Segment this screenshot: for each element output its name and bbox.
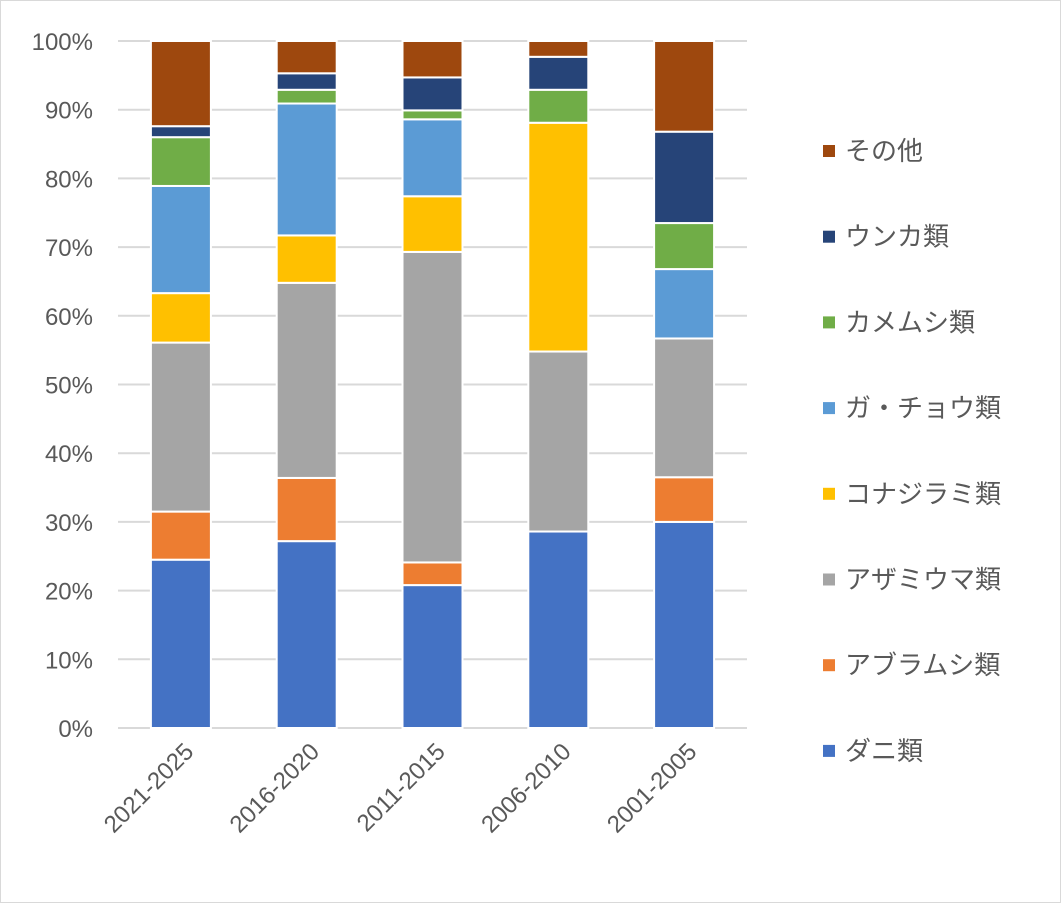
x-tick-label: 2001-2005 xyxy=(602,738,702,838)
bar-segment xyxy=(527,121,590,353)
legend-label: ウンカ類 xyxy=(845,223,949,253)
x-tick-label: 2021-2025 xyxy=(99,738,199,838)
bar-segment xyxy=(149,292,212,344)
x-tick-label: 2016-2020 xyxy=(225,738,325,838)
legend-swatch xyxy=(823,744,835,757)
bar-segment xyxy=(527,88,590,124)
legend-swatch xyxy=(823,573,835,586)
legend-swatch xyxy=(823,402,835,415)
bar-segment xyxy=(275,540,338,729)
bar-segment xyxy=(653,40,716,133)
bar-segment xyxy=(149,510,212,561)
legend-label: アブラムシ類 xyxy=(845,651,1000,681)
bar-segment xyxy=(275,234,338,284)
legend-item: アブラムシ類 xyxy=(823,651,1000,681)
bar-segment xyxy=(401,109,464,121)
bar-segment xyxy=(149,136,212,187)
legend-swatch xyxy=(823,659,835,672)
legend-swatch xyxy=(823,145,835,157)
bar-segment xyxy=(401,40,464,79)
y-tick-label: 80% xyxy=(45,166,93,193)
bar-segment xyxy=(401,584,464,729)
bar-segment xyxy=(149,341,212,513)
legend-label: カメムシ類 xyxy=(845,308,975,338)
legend-item: コナジラミ類 xyxy=(823,480,1001,510)
legend-swatch xyxy=(823,230,835,243)
bar-segment xyxy=(149,558,212,729)
legend-label: ダニ類 xyxy=(845,737,923,767)
y-tick-label: 30% xyxy=(45,510,93,537)
bar-segment xyxy=(527,40,590,58)
x-tick-label: 2006-2010 xyxy=(476,738,576,838)
y-tick-label: 10% xyxy=(45,647,93,674)
bar-segment xyxy=(149,184,212,295)
bar-segment xyxy=(401,195,464,253)
y-tick-label: 40% xyxy=(45,441,93,468)
legend-item: アザミウマ類 xyxy=(823,566,1001,596)
legend-item: カメムシ類 xyxy=(823,308,975,338)
bar-segment xyxy=(653,222,716,271)
bars xyxy=(149,40,716,730)
bar-segment xyxy=(653,130,716,225)
legend-swatch xyxy=(823,316,835,329)
y-tick-label: 100% xyxy=(32,29,93,56)
y-tick-label: 50% xyxy=(45,373,93,400)
bar-segment xyxy=(527,530,590,729)
bar-segment xyxy=(653,268,716,340)
legend-label: その他 xyxy=(845,137,923,167)
bar-segment xyxy=(653,520,716,730)
bar-segment xyxy=(653,476,716,523)
bar-segment xyxy=(401,250,464,564)
legend-label: コナジラミ類 xyxy=(845,480,1001,510)
bar-segment xyxy=(275,72,338,91)
legend-label: ガ・チョウ類 xyxy=(845,394,1001,424)
bar-segment xyxy=(275,476,338,543)
legend-swatch xyxy=(823,487,835,500)
bar-segment xyxy=(401,561,464,587)
legend-item: その他 xyxy=(823,137,923,167)
y-tick-label: 0% xyxy=(58,716,93,743)
bar-segment xyxy=(527,55,590,91)
bar-segment xyxy=(149,125,212,139)
bar-segment xyxy=(653,337,716,479)
x-tick-label: 2011-2015 xyxy=(352,738,451,837)
bar-segment xyxy=(401,118,464,198)
y-tick-label: 70% xyxy=(45,235,93,262)
legend-item: ダニ類 xyxy=(823,737,923,767)
bar-segment xyxy=(527,350,590,533)
x-axis-tick-labels: 2021-2025 2016-2020 2011-2015 2006-2010 2001… xyxy=(99,738,702,838)
bar-segment xyxy=(401,76,464,112)
legend-item: ガ・チョウ類 xyxy=(823,394,1001,424)
bar-segment xyxy=(275,281,338,479)
legend-item: ウンカ類 xyxy=(823,223,949,253)
y-tick-label: 90% xyxy=(45,98,93,125)
bar-segment xyxy=(275,88,338,105)
y-tick-label: 60% xyxy=(45,304,93,331)
bar-segment xyxy=(149,40,212,128)
bar-segment xyxy=(275,102,338,237)
bar-segment xyxy=(275,40,338,75)
y-axis-tick-labels: 0% 10% 20% 30% 40% 50% 60% 70% 80% 90% 100% xyxy=(32,29,93,743)
legend-label: アザミウマ類 xyxy=(845,566,1001,596)
y-tick-label: 20% xyxy=(45,579,93,606)
